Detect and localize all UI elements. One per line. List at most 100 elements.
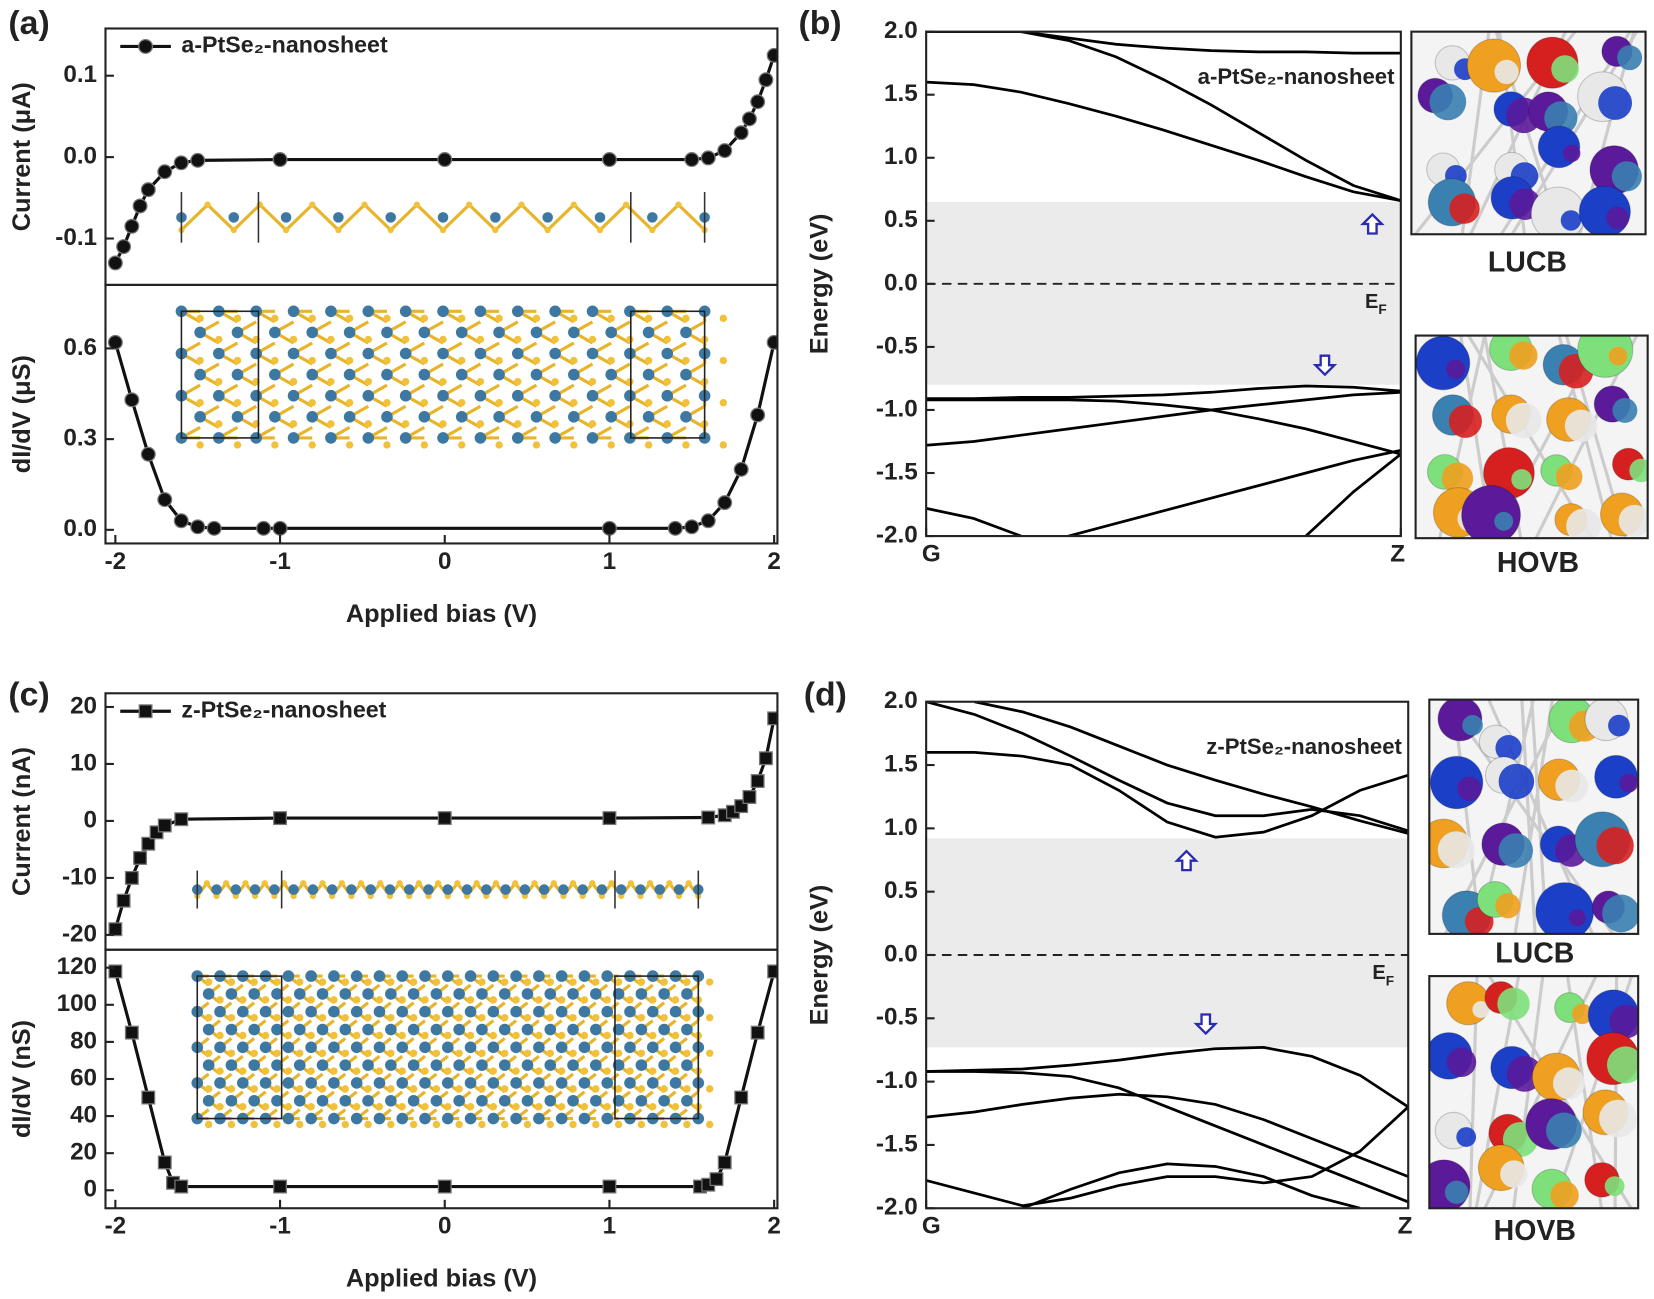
se-atom [592, 1120, 600, 1129]
se-atom [646, 880, 654, 887]
se-atom [357, 880, 365, 887]
se-atom [466, 1067, 475, 1075]
pt-atom [419, 1005, 431, 1018]
orbital-lobe [1495, 893, 1521, 919]
pt-atom [476, 988, 488, 1000]
orbital-lobe [1461, 485, 1521, 539]
se-atom [523, 978, 532, 986]
se-atom [660, 1049, 668, 1057]
se-atom [364, 1013, 372, 1022]
band-line [926, 1046, 1409, 1109]
se-atom [569, 1013, 577, 1022]
se-atom [216, 996, 224, 1004]
se-atom [671, 1067, 680, 1075]
pt-atom [339, 1023, 352, 1036]
band-edge-arrow [1174, 849, 1199, 872]
se-atom [308, 356, 316, 365]
pt-atom [381, 411, 393, 423]
pt-atom [418, 368, 431, 381]
marker [157, 492, 173, 508]
pt-atom [680, 411, 692, 423]
se-atom [271, 441, 279, 449]
pt-atom [282, 1112, 295, 1125]
se-atom [557, 996, 566, 1004]
pt-atom [590, 1094, 602, 1107]
se-atom [432, 1085, 441, 1093]
y-tick-label: 100 [57, 990, 97, 1017]
se-atom [455, 1085, 463, 1093]
orbital-lobe [1608, 714, 1630, 737]
se-atom [495, 356, 503, 365]
pt-atom [271, 988, 283, 1000]
pt-atom [558, 884, 569, 895]
pt-atom [407, 1059, 420, 1071]
se-atom [318, 1120, 327, 1129]
marker [256, 520, 272, 536]
pt-atom [399, 305, 412, 318]
pt-atom [305, 1112, 317, 1125]
orbital-lobe [1617, 45, 1643, 71]
orbital-lobe [1511, 469, 1532, 490]
se-atom [637, 1013, 646, 1022]
pt-atom [654, 884, 666, 895]
se-atom [663, 377, 671, 386]
pt-atom [605, 326, 618, 339]
pt-atom [250, 347, 262, 360]
se-atom [409, 1049, 418, 1057]
se-atom [409, 1013, 418, 1022]
y-tick-label: 1.0 [884, 814, 918, 841]
pt-atom [538, 884, 550, 895]
lead-box [630, 310, 706, 439]
se-atom [196, 314, 204, 323]
y-axis-title: Energy (eV) [805, 214, 833, 355]
se-atom [570, 314, 578, 323]
se-atom [458, 441, 466, 449]
marker [173, 155, 189, 171]
marker [717, 1155, 732, 1170]
x-axis-title: Applied bias (V) [346, 1265, 537, 1293]
pt-atom [373, 970, 386, 982]
se-atom [535, 1067, 543, 1075]
se-atom [649, 226, 656, 234]
band-line [926, 751, 1409, 839]
orbital-lobe [1602, 894, 1639, 933]
se-atom [387, 1049, 395, 1057]
se-atom [421, 1102, 429, 1111]
se-atom [330, 1102, 338, 1111]
se-atom [663, 420, 671, 428]
pt-atom [530, 326, 543, 339]
se-atom [466, 1031, 475, 1040]
pt-atom [385, 988, 397, 1000]
se-atom [644, 441, 653, 449]
pt-atom [316, 1094, 329, 1107]
se-atom [383, 314, 391, 323]
se-atom [603, 1102, 611, 1111]
pt-atom [510, 1041, 522, 1054]
pt-atom [399, 432, 412, 444]
se-atom [227, 978, 236, 986]
se-atom [444, 996, 452, 1004]
pt-atom [578, 1112, 591, 1125]
orbital-lobe [1500, 1160, 1528, 1188]
pt-atom [259, 1041, 272, 1054]
pt-atom [681, 988, 693, 1000]
pt-atom [339, 988, 352, 1000]
pt-atom [333, 212, 344, 223]
orbital-lobe [1618, 504, 1648, 537]
se-atom [580, 1031, 589, 1040]
pt-atom [396, 970, 409, 982]
marker [157, 1155, 172, 1170]
pt-atom [624, 305, 636, 318]
pt-atom [419, 1112, 431, 1125]
pt-atom [339, 1094, 352, 1107]
y-tick-label: 1.5 [884, 750, 918, 777]
y-tick-label: 0.0 [884, 940, 918, 967]
legend-marker [138, 704, 153, 719]
pt-atom [225, 1023, 238, 1036]
marker [601, 520, 617, 536]
se-atom [204, 1120, 213, 1129]
se-atom [592, 1085, 600, 1093]
orbital-lobe [1598, 86, 1633, 120]
marker [700, 150, 716, 166]
pt-atom [642, 326, 655, 339]
